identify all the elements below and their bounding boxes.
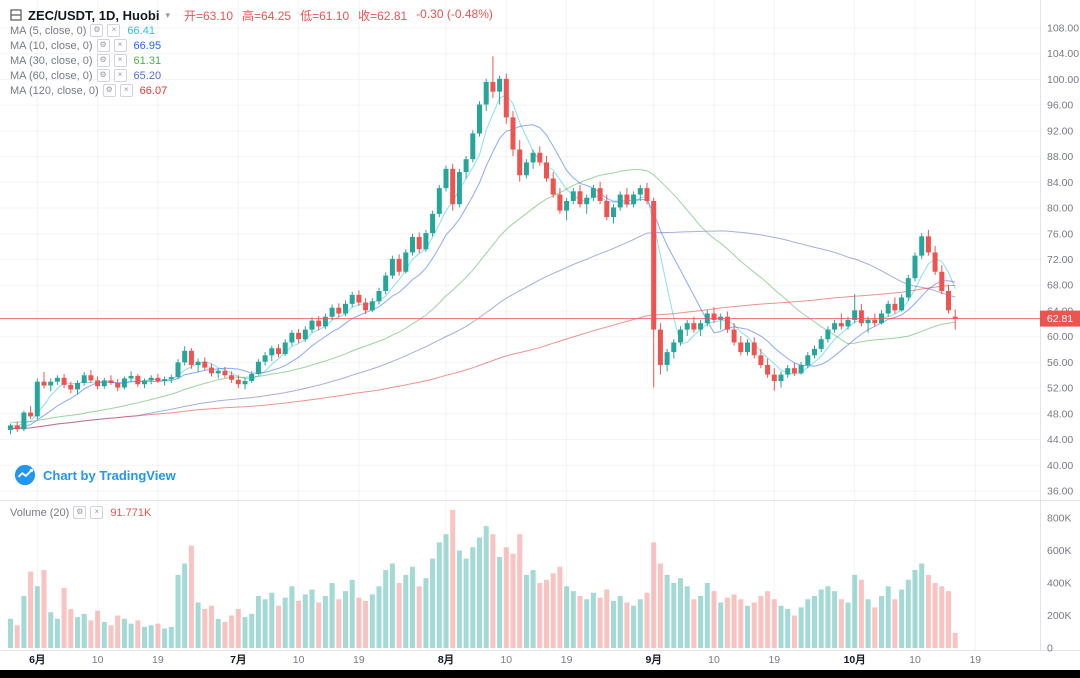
time-axis[interactable]: 6月 10 19 7月 10 19 8月 10 19 9月 10 19 10月 10 19 [29, 654, 981, 666]
indicator-label: MA (5, close, 0) [10, 24, 87, 37]
indicator-remove-icon[interactable]: × [107, 24, 121, 37]
time-tick-label: 10 [708, 654, 720, 666]
indicator-row-ma10[interactable]: MA (10, close, 0) ⚙ × 66.95 [10, 38, 493, 53]
time-tick-label: 19 [768, 654, 780, 666]
price-tick-label: 84.00 [1047, 177, 1073, 189]
indicator-row-ma60[interactable]: MA (60, close, 0) ⚙ × 65.20 [10, 68, 493, 83]
volume-tick-label: 800K [1047, 513, 1072, 525]
price-tick-label: 36.00 [1047, 486, 1073, 498]
indicator-label: MA (120, close, 0) [10, 84, 99, 97]
time-tick-label: 19 [152, 654, 164, 666]
indicator-label: MA (30, close, 0) [10, 54, 93, 67]
volume-label: Volume (20) [10, 506, 70, 519]
price-tick-label: 104.00 [1047, 48, 1079, 60]
symbol-menu-caret-icon[interactable]: ▾ [165, 9, 170, 20]
ma-30-line [10, 169, 956, 423]
price-tick-label: 88.00 [1047, 151, 1073, 163]
indicator-row-ma5[interactable]: MA (5, close, 0) ⚙ × 66.41 [10, 23, 493, 38]
indicator-settings-icon[interactable]: ⚙ [73, 506, 87, 519]
price-tick-label: 52.00 [1047, 383, 1073, 395]
candlesticks [8, 56, 958, 435]
indicator-remove-icon[interactable]: × [119, 84, 133, 97]
time-tick-label: 10月 [844, 654, 866, 666]
volume-value: 91.771K [110, 506, 152, 519]
tradingview-logo-icon [14, 464, 36, 486]
change-value: -0.30 (-0.48%) [416, 6, 493, 21]
indicator-row-ma30[interactable]: MA (30, close, 0) ⚙ × 61.31 [10, 53, 493, 68]
chart-type-icon [10, 9, 22, 21]
indicator-value: 66.95 [133, 39, 162, 52]
price-tick-label: 56.00 [1047, 357, 1073, 369]
price-tick-label: 96.00 [1047, 100, 1073, 112]
indicator-label: MA (10, close, 0) [10, 39, 93, 52]
ma-10-line [10, 124, 956, 429]
bottom-bar [0, 670, 1080, 678]
price-tick-label: 44.00 [1047, 434, 1073, 446]
indicator-remove-icon[interactable]: × [113, 54, 127, 67]
price-tick-label: 76.00 [1047, 228, 1073, 240]
time-tick-label: 19 [353, 654, 365, 666]
time-tick-label: 19 [561, 654, 573, 666]
ma-60-line [10, 230, 956, 429]
indicator-value: 61.31 [133, 54, 162, 67]
attribution-text[interactable]: Chart by TradingView [43, 467, 176, 483]
close-value: 收=62.81 [358, 8, 408, 23]
time-tick-label: 10 [500, 654, 512, 666]
volume-tick-label: 400K [1047, 578, 1072, 590]
ohlc-values: 开=63.10 高=64.25 低=61.10 收=62.81 -0.30 (-… [184, 7, 493, 24]
indicator-settings-icon[interactable]: ⚙ [96, 69, 110, 82]
price-tick-label: 40.00 [1047, 460, 1073, 472]
time-tick-label: 9月 [646, 654, 662, 666]
volume-bars [8, 509, 958, 648]
price-axis[interactable]: 108.00 104.00 100.00 96.00 92.00 88.00 84.00 80… [1040, 23, 1080, 498]
time-tick-label: 7月 [230, 654, 246, 666]
time-tick-label: 8月 [438, 654, 454, 666]
time-tick-label: 10 [92, 654, 104, 666]
open-value: 开=63.10 [183, 8, 234, 23]
price-tick-label: 48.00 [1047, 408, 1073, 420]
ma-120-line [10, 284, 956, 429]
indicator-settings-icon[interactable]: ⚙ [102, 84, 116, 97]
time-tick-label: 10 [293, 654, 305, 666]
ma-lines [10, 94, 956, 429]
indicator-value: 65.20 [133, 69, 162, 82]
price-tick-label: 80.00 [1047, 203, 1073, 215]
ma-5-line [10, 94, 956, 427]
price-tick-label: 72.00 [1047, 254, 1073, 266]
price-tick-label: 60.00 [1047, 331, 1073, 343]
last-price-label: 62.81 [1047, 313, 1073, 325]
volume-tick-label: 200K [1047, 610, 1072, 622]
indicator-settings-icon[interactable]: ⚙ [96, 54, 110, 67]
volume-axis[interactable]: 800K 600K 400K 200K 0 [1047, 513, 1072, 655]
indicator-label: MA (60, close, 0) [10, 69, 93, 82]
symbol-title[interactable]: ZEC/USDT, 1D, Huobi [28, 7, 160, 23]
indicator-remove-icon[interactable]: × [90, 506, 104, 519]
tradingview-attribution[interactable]: Chart by TradingView [14, 464, 176, 486]
volume-legend[interactable]: Volume (20) ⚙ × 91.771K [10, 505, 151, 520]
symbol-title-row[interactable]: ZEC/USDT, 1D, Huobi ▾ 开=63.10 高=64.25 低=… [10, 7, 493, 23]
price-tick-label: 68.00 [1047, 280, 1073, 292]
price-tick-label: 100.00 [1047, 74, 1079, 86]
volume-tick-label: 600K [1047, 545, 1072, 557]
time-tick-label: 6月 [29, 654, 45, 666]
time-tick-label: 10 [909, 654, 921, 666]
chart-legend: ZEC/USDT, 1D, Huobi ▾ 开=63.10 高=64.25 低=… [10, 7, 493, 98]
indicator-row-ma120[interactable]: MA (120, close, 0) ⚙ × 66.07 [10, 83, 493, 98]
time-tick-label: 19 [969, 654, 981, 666]
indicator-remove-icon[interactable]: × [113, 69, 127, 82]
price-tick-label: 92.00 [1047, 125, 1073, 137]
indicator-remove-icon[interactable]: × [113, 39, 127, 52]
high-value: 高=64.25 [242, 8, 292, 23]
last-price-badge [1040, 310, 1080, 327]
volume-tick-label: 0 [1047, 643, 1053, 655]
indicator-settings-icon[interactable]: ⚙ [90, 24, 104, 37]
grid-lines [0, 0, 1040, 650]
indicator-value: 66.07 [139, 84, 168, 97]
indicator-value: 66.41 [127, 24, 155, 37]
indicator-settings-icon[interactable]: ⚙ [96, 39, 110, 52]
low-value: 低=61.10 [300, 8, 350, 23]
price-tick-label: 108.00 [1047, 23, 1079, 35]
